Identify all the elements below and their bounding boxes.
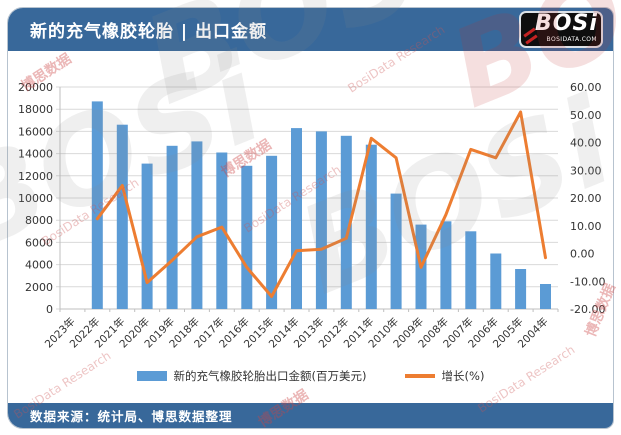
logo-text: BOSi	[535, 11, 598, 36]
page-title: 新的充气橡胶轮胎 | 出口金额	[30, 22, 268, 42]
y-axis-right-label: 50.00	[570, 109, 602, 122]
bar-2018年	[191, 141, 203, 309]
growth-line	[95, 110, 547, 298]
y-axis-left-label: 0	[46, 303, 53, 316]
bar-2014年	[291, 128, 302, 309]
legend-label-growth: 增长(%)	[441, 369, 485, 383]
bar-2016年	[241, 165, 253, 309]
bar-2019年	[166, 145, 178, 309]
y-axis-right-label: -10.00	[570, 275, 605, 288]
logo-stripe-icon	[525, 34, 538, 45]
bar-2017年	[216, 152, 228, 309]
y-axis-right-label: 10.00	[570, 220, 602, 233]
legend-line-swatch	[404, 374, 435, 378]
y-axis-left-label: 8000	[25, 214, 53, 227]
y-axis-left-label: 6000	[25, 236, 53, 249]
y-axis-right-label: 30.00	[570, 164, 602, 177]
combo-chart: 0 2000 4000 6000 8000 10000 12000 14000 16000 180…	[18, 81, 605, 350]
report-card: 新的充气橡胶轮胎 | 出口金额 BOSi BOSIDATA.COM 0 2000 4…	[7, 7, 614, 429]
bar-2007年	[465, 231, 477, 309]
y-axis-right-label: 20.00	[570, 192, 602, 205]
bar-2012年	[340, 135, 352, 309]
chart-legend: 新的充气橡胶轮胎出口金额(百万美元) 增长(%)	[8, 368, 613, 384]
legend-label-export-amount: 新的充气橡胶轮胎出口金额(百万美元)	[173, 369, 367, 383]
legend-item-export-amount: 新的充气橡胶轮胎出口金额(百万美元)	[136, 368, 367, 384]
bosi-logo: BOSi BOSIDATA.COM	[521, 11, 601, 46]
y-axis-right-label: 40.00	[570, 137, 602, 150]
bar-2010年	[390, 193, 402, 309]
y-axis-left-label: 2000	[25, 281, 53, 294]
y-axis-right-label: 0.00	[570, 248, 595, 261]
y-axis-left-label: 16000	[18, 125, 53, 138]
footer-bar: 数据来源：统计局、博思数据整理	[8, 403, 613, 428]
logo-domain: BOSIDATA.COM	[546, 36, 597, 43]
y-axis-left-label: 4000	[25, 259, 53, 272]
legend-bar-swatch	[136, 371, 167, 381]
y-axis-left-label: 18000	[18, 103, 53, 116]
bar-2011年	[365, 144, 377, 309]
bar-2015年	[266, 155, 278, 309]
bar-2022年	[91, 101, 103, 310]
y-axis-left-label: 20000	[18, 81, 53, 94]
data-source: 数据来源：统计局、博思数据整理	[30, 409, 233, 424]
bar-2004年	[540, 284, 551, 309]
chart-area: 0 2000 4000 6000 8000 10000 12000 14000 16000 180…	[8, 51, 613, 403]
y-axis-left-label: 10000	[18, 192, 53, 205]
bar-2020年	[141, 163, 153, 309]
bar-2008年	[440, 221, 452, 309]
bar-2021年	[116, 124, 128, 309]
y-axis-right-label: 60.00	[570, 81, 602, 94]
header-bar: 新的充气橡胶轮胎 | 出口金额 BOSi BOSIDATA.COM	[8, 8, 613, 51]
y-axis-right-label: -20.00	[570, 303, 605, 316]
y-axis-left-label: 12000	[18, 170, 53, 183]
bar-2013年	[315, 131, 327, 309]
legend-item-growth: 增长(%)	[404, 368, 485, 384]
y-axis-left-label: 14000	[18, 148, 53, 161]
bar-2006年	[490, 253, 502, 309]
bar-2005年	[515, 269, 527, 309]
